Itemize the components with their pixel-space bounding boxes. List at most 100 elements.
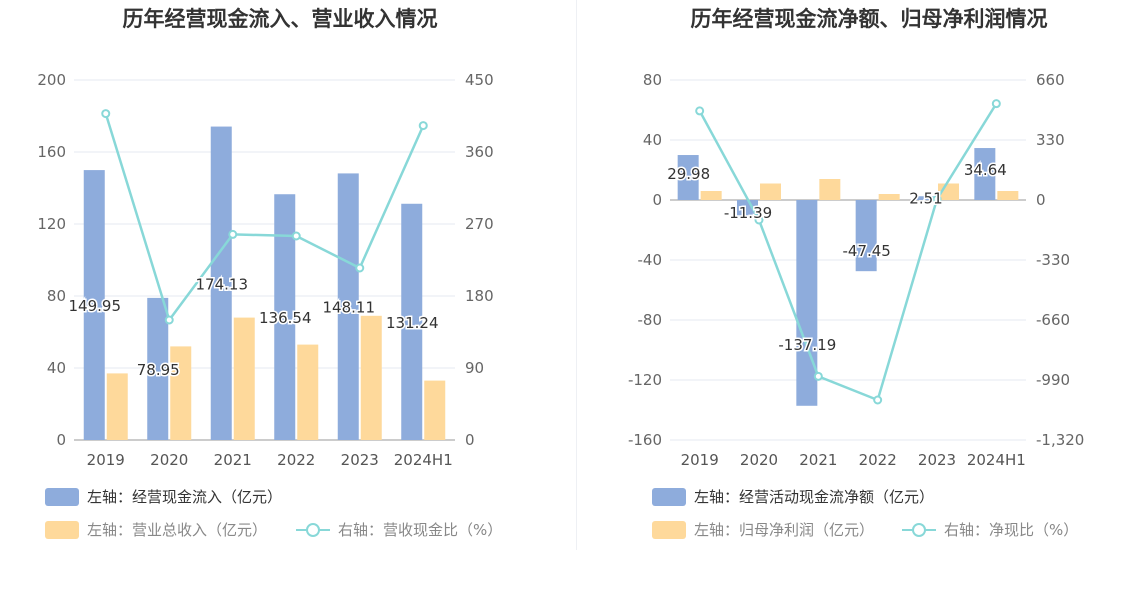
bar-primary — [737, 200, 758, 218]
line-point — [418, 121, 428, 131]
chart-left: 历年经营现金流入、营业收入情况 0 40 80 120 160 200 0 90 180 270 36… — [37, 7, 502, 539]
legend-swatch — [306, 523, 320, 537]
bar-secondary — [297, 344, 319, 440]
left-axis-tick-label: 80 — [643, 71, 662, 89]
x-axis-tick-label: 2022 — [859, 451, 897, 469]
legend-label: 右轴：净现比（%） — [944, 521, 1078, 539]
right-axis-tick-label: -660 — [1036, 311, 1070, 329]
legend-swatch — [912, 523, 926, 537]
bar-secondary — [700, 191, 722, 200]
x-axis-tick-label: 2020 — [740, 451, 778, 469]
bar-secondary — [424, 380, 446, 440]
x-axis-tick-label: 2020 — [150, 451, 188, 469]
right-axis-tick-label: 270 — [465, 215, 494, 233]
bar-primary — [974, 148, 996, 200]
legend-label: 左轴：营业总收入（亿元） — [87, 521, 267, 539]
right-axis-tick-label: 0 — [465, 431, 475, 449]
bar-data-label: 148.11 — [323, 299, 376, 317]
bar-primary — [915, 196, 936, 200]
bar-data-label: 29.98 — [667, 165, 710, 183]
line-point — [101, 109, 111, 119]
bar-data-label: 2.51 — [909, 190, 942, 208]
left-axis-tick-label: -80 — [638, 311, 663, 329]
right-axis-tick-label: -990 — [1036, 371, 1070, 389]
bar-secondary — [360, 315, 382, 440]
line-point — [813, 371, 823, 381]
x-axis-tick-label: 2024H1 — [394, 451, 453, 469]
x-axis-tick-label: 2024H1 — [967, 451, 1026, 469]
legend-swatch — [652, 521, 686, 539]
bar-secondary — [106, 373, 128, 440]
line-point — [873, 395, 883, 405]
line-point — [355, 263, 365, 273]
panel-divider — [576, 0, 577, 550]
line-point — [164, 315, 174, 325]
left-axis-tick-label: -40 — [638, 251, 663, 269]
right-axis-tick-label: -330 — [1036, 251, 1070, 269]
line-series — [104, 113, 425, 323]
x-axis-tick-label: 2021 — [214, 451, 252, 469]
legend-swatch — [45, 521, 79, 539]
bar-primary — [401, 203, 423, 440]
bar-primary — [677, 155, 699, 200]
bar-secondary — [878, 194, 900, 200]
bar-data-label: -137.19 — [778, 336, 836, 354]
left-axis-tick-label: 0 — [56, 431, 66, 449]
bar-secondary — [233, 317, 255, 440]
right-axis-tick-label: 330 — [1036, 131, 1065, 149]
left-axis-tick-label: 160 — [37, 143, 66, 161]
left-axis-tick-label: 80 — [47, 287, 66, 305]
left-axis-tick-label: -120 — [628, 371, 662, 389]
line-point — [228, 229, 238, 239]
legend-label: 左轴：归母净利润（亿元） — [694, 521, 874, 539]
bar-secondary — [760, 183, 781, 200]
left-axis-tick-label: 120 — [37, 215, 66, 233]
bar-primary — [274, 194, 296, 440]
bar-data-label: -47.45 — [842, 242, 890, 260]
right-axis-tick-label: 90 — [465, 359, 484, 377]
line-point — [754, 215, 764, 225]
right-axis-tick-label: 180 — [465, 287, 494, 305]
right-axis-tick-label: 360 — [465, 143, 494, 161]
bar-primary — [147, 297, 169, 440]
left-axis-tick-label: -160 — [628, 431, 662, 449]
chart-right: 历年经营现金流净额、归母净利润情况 -160 -120 -80 -40 0 40 80 -1,3… — [628, 7, 1084, 539]
x-axis-tick-label: 2023 — [918, 451, 956, 469]
x-axis-tick-label: 2021 — [799, 451, 837, 469]
bar-data-label: 149.95 — [69, 297, 122, 315]
line-point — [991, 99, 1001, 109]
chart-title: 历年经营现金流入、营业收入情况 — [123, 7, 438, 31]
right-axis-tick-label: 450 — [465, 71, 494, 89]
x-axis-tick-label: 2023 — [341, 451, 379, 469]
right-axis-tick-label: -1,320 — [1036, 431, 1084, 449]
bar-primary — [210, 126, 232, 440]
chart-right-group: 历年经营现金流净额、归母净利润情况 -160 -120 -80 -40 0 40 80 -1,3… — [628, 7, 1084, 539]
bar-primary — [855, 200, 877, 272]
legend-label: 左轴：经营现金流入（亿元） — [87, 488, 282, 506]
bar-data-label: 131.24 — [386, 314, 439, 332]
right-axis-tick-label: 0 — [1036, 191, 1046, 209]
bar-data-label: 136.54 — [259, 309, 312, 327]
bar-data-label: 174.13 — [196, 275, 249, 293]
line-point — [932, 194, 942, 204]
legend-label: 左轴：经营活动现金流净额（亿元） — [694, 488, 934, 506]
bar-primary — [83, 170, 105, 440]
x-axis-tick-label: 2019 — [681, 451, 719, 469]
left-axis-tick-label: 40 — [643, 131, 662, 149]
legend-swatch — [45, 488, 79, 506]
x-axis-tick-label: 2019 — [87, 451, 125, 469]
legend-swatch — [652, 488, 686, 506]
line-point — [291, 231, 301, 241]
line-point — [695, 106, 705, 116]
bar-secondary — [170, 346, 192, 440]
legend-label: 右轴：营收现金比（%） — [338, 521, 502, 539]
bar-data-label: -11.39 — [724, 204, 772, 222]
chart-title: 历年经营现金流净额、归母净利润情况 — [691, 7, 1048, 31]
line-series — [698, 102, 998, 402]
left-axis-tick-label: 200 — [37, 71, 66, 89]
bar-secondary — [997, 191, 1019, 200]
left-axis-tick-label: 40 — [47, 359, 66, 377]
bar-data-label: 34.64 — [964, 161, 1007, 179]
bar-secondary — [819, 179, 841, 200]
